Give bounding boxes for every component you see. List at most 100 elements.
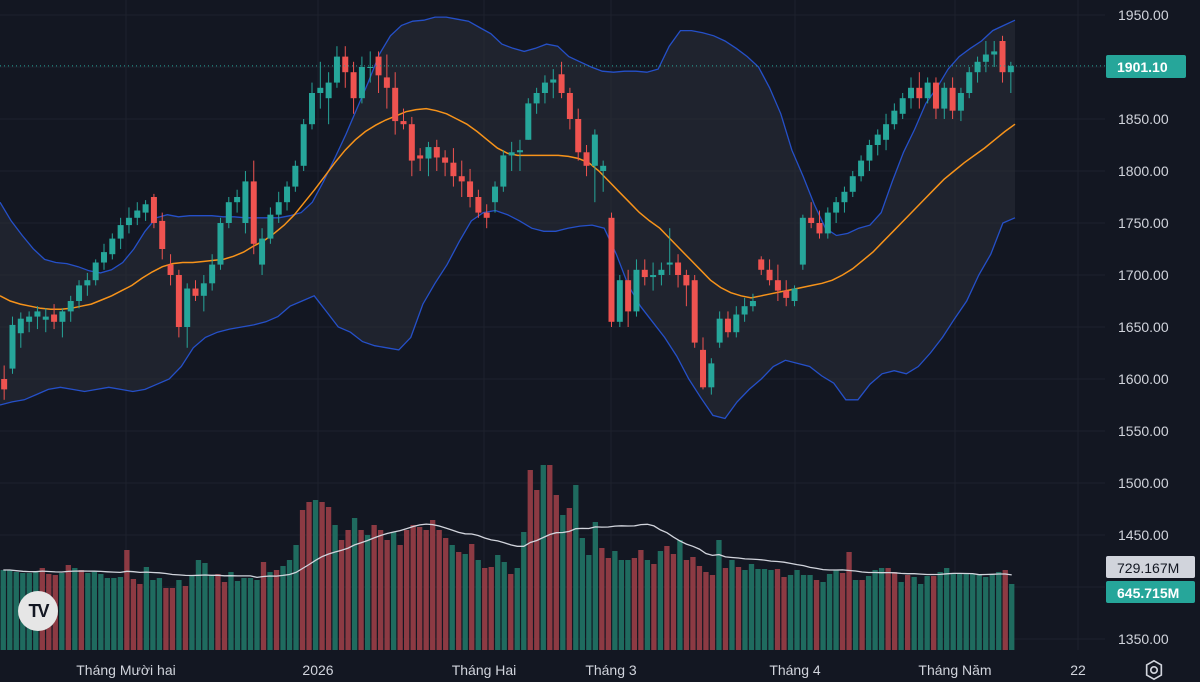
volume-bar	[735, 567, 742, 650]
candle-body	[700, 349, 707, 388]
price-tick-label: 1700.00	[1118, 267, 1169, 283]
volume-bar	[891, 572, 898, 650]
volume-bar	[963, 574, 969, 650]
price-tick-label: 1850.00	[1118, 111, 1169, 127]
volume-bar	[156, 578, 163, 650]
candle-body	[566, 93, 573, 119]
candle-body	[683, 275, 690, 286]
volume-bar	[716, 540, 722, 650]
candle-body	[17, 318, 24, 334]
volume-bar	[7, 570, 13, 650]
candle-body	[267, 214, 274, 239]
volume-bar	[768, 570, 774, 650]
volume-bar	[410, 525, 416, 650]
time-tick-label: Tháng 3	[585, 662, 637, 678]
candle-body	[225, 202, 232, 223]
candle-body	[242, 181, 249, 223]
volume-bar	[865, 576, 872, 650]
candle-body	[908, 87, 914, 99]
price-axis[interactable]: 1950.001900.001850.001800.001750.001700.…	[1118, 7, 1169, 647]
volume-bar	[931, 576, 937, 650]
volume-bar	[846, 552, 852, 650]
settings-icon[interactable]	[1143, 659, 1165, 681]
volume-bar	[417, 527, 423, 650]
volume-bar	[319, 502, 325, 650]
volume-bar	[527, 470, 533, 650]
volume-bar	[553, 495, 559, 650]
candle-body	[600, 165, 607, 171]
price-tick-label: 1350.00	[1118, 631, 1169, 647]
candle-body	[458, 176, 465, 182]
tradingview-logo[interactable]: TV	[18, 591, 58, 631]
candle-body	[425, 147, 432, 159]
candle-body	[9, 324, 16, 369]
volume-bar	[488, 567, 494, 650]
volume-bar	[807, 575, 813, 650]
volume-bar	[748, 564, 755, 650]
candle-body	[558, 74, 565, 93]
time-tick-label: 2026	[302, 662, 333, 678]
volume-bar	[462, 554, 468, 650]
volume-bar	[384, 540, 390, 650]
volume-bar	[924, 576, 930, 650]
candle-body	[308, 93, 315, 125]
candle-body	[408, 124, 415, 161]
volume-bar	[137, 584, 143, 650]
volume-bar	[592, 522, 598, 650]
time-axis[interactable]: Tháng Mười hai 2026 Tháng Hai Tháng 3 Tháng …	[76, 662, 1086, 678]
candle-body	[483, 212, 490, 218]
volume-bar	[696, 566, 703, 650]
candle-body	[400, 121, 407, 125]
candle-body	[342, 56, 349, 73]
candle-body	[608, 217, 615, 322]
time-tick-label: 22	[1070, 662, 1086, 678]
candle-body	[34, 311, 41, 317]
volume-bar	[221, 582, 228, 650]
candle-body	[67, 301, 74, 312]
candle-body	[991, 51, 998, 55]
volume-bar	[299, 510, 306, 650]
candle-body	[192, 288, 199, 296]
candle-body	[475, 197, 482, 213]
candle-body	[59, 311, 66, 322]
candle-body	[766, 269, 773, 281]
candle-body	[383, 77, 390, 88]
candle-body	[849, 176, 856, 192]
candle-body	[317, 87, 324, 93]
candle-body	[816, 223, 823, 234]
volume-bar	[996, 572, 1002, 650]
volume-bar	[514, 568, 520, 650]
volume-bar	[306, 502, 312, 650]
volume-bar	[787, 575, 794, 650]
candle-body	[883, 124, 890, 140]
volume-bar	[800, 575, 807, 650]
volume-bar	[501, 562, 507, 650]
candle-body	[999, 41, 1006, 73]
candle-body	[142, 204, 149, 213]
candle-body	[259, 238, 266, 265]
volume-bar	[130, 579, 137, 650]
candle-body	[675, 262, 682, 275]
volume-bar	[742, 570, 748, 650]
time-tick-label: Tháng Hai	[452, 662, 517, 678]
candle-body	[650, 275, 657, 278]
volume-bar	[983, 577, 989, 650]
volume-bar	[182, 586, 189, 650]
candle-body	[101, 252, 107, 263]
upper-band-line	[0, 16, 1016, 274]
candle-body	[333, 56, 340, 83]
volume-ma-tag-label: 729.167M	[1117, 560, 1179, 576]
candle-body	[1007, 65, 1014, 73]
volume-bar	[104, 578, 111, 650]
candle-body	[957, 93, 964, 111]
axis-tags: 1901.10 729.167M 645.715M	[1106, 55, 1195, 603]
candle-body	[500, 155, 507, 187]
volume-bar	[1002, 570, 1008, 650]
candle-body	[125, 217, 132, 226]
volume-bar	[241, 578, 247, 650]
volume-bar	[495, 555, 501, 650]
volume-bar	[345, 530, 351, 650]
volume-bar	[690, 557, 696, 650]
volume-bar	[755, 569, 761, 650]
